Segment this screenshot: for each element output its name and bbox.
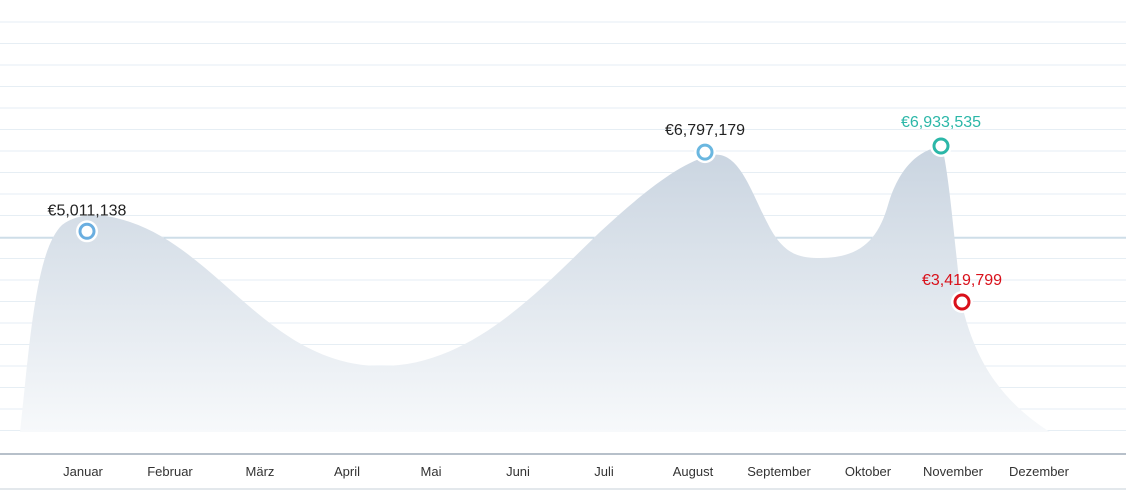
x-tick-label: November bbox=[923, 464, 984, 479]
data-point-marker bbox=[696, 143, 714, 161]
x-tick-label: März bbox=[246, 464, 275, 479]
data-label: €6,933,535 bbox=[901, 114, 981, 131]
data-point-marker bbox=[78, 222, 96, 240]
x-tick-label: September bbox=[747, 464, 811, 479]
data-point-marker bbox=[953, 293, 971, 311]
data-label: €5,011,138 bbox=[48, 202, 127, 219]
highlight-points: €5,011,138 €6,797,179 €6,933,535 €3,419,799 bbox=[48, 114, 1002, 313]
data-point-marker bbox=[932, 137, 950, 155]
x-tick-label: Januar bbox=[63, 464, 103, 479]
x-tick-label: Dezember bbox=[1009, 464, 1070, 479]
x-tick-label: Oktober bbox=[845, 464, 892, 479]
x-axis-ticks: Januar Februar März April Mai Juni Juli August S… bbox=[63, 464, 1070, 479]
x-tick-label: Juni bbox=[506, 464, 530, 479]
data-label: €6,797,179 bbox=[665, 122, 745, 139]
x-tick-label: Februar bbox=[147, 464, 193, 479]
x-tick-label: August bbox=[673, 464, 714, 479]
area-series bbox=[20, 146, 1050, 432]
x-tick-label: April bbox=[334, 464, 360, 479]
x-tick-label: Mai bbox=[421, 464, 442, 479]
data-label: €3,419,799 bbox=[922, 272, 1002, 289]
x-tick-label: Juli bbox=[594, 464, 614, 479]
